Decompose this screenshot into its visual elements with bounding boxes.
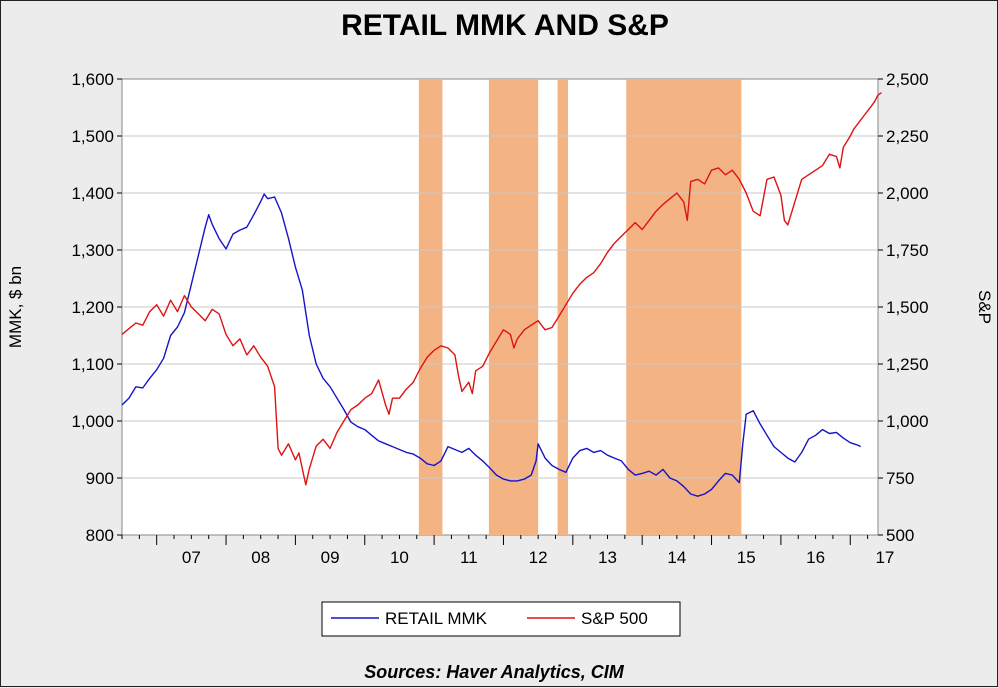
series-lines: [121, 92, 882, 497]
y-right-tick-label-0: 500: [886, 526, 914, 545]
x-tick-label-09: 09: [321, 548, 340, 567]
series-line-sp500: [121, 92, 882, 486]
y-right-tick-label-7: 2,250: [886, 127, 929, 146]
x-tick-label-08: 08: [251, 548, 270, 567]
gridlines: [122, 135, 878, 479]
y-left-tick-label-0: 800: [86, 526, 114, 545]
x-tick-label-07: 07: [182, 548, 201, 567]
y-right-tick-label-2: 1,000: [886, 412, 929, 431]
x-tick-label-17: 17: [875, 548, 894, 567]
x-tick-label-16: 16: [806, 548, 825, 567]
y-left-tick-label-8: 1,600: [71, 70, 114, 89]
y-left-tick-label-6: 1,400: [71, 184, 114, 203]
x-tick-label-15: 15: [737, 548, 756, 567]
legend-label-sp500: S&P 500: [581, 609, 648, 628]
y-left-tick-label-4: 1,200: [71, 298, 114, 317]
y-left-tick-label-5: 1,300: [71, 241, 114, 260]
y-left-tick-label-3: 1,100: [71, 355, 114, 374]
y-axis-right-label: S&P: [975, 290, 994, 324]
y-right-tick-label-4: 1,500: [886, 298, 929, 317]
source-note: Sources: Haver Analytics, CIM: [364, 662, 624, 682]
x-tick-label-12: 12: [529, 548, 548, 567]
x-tick-label-10: 10: [390, 548, 409, 567]
y-left-tick-label-1: 900: [86, 469, 114, 488]
x-tick-label-14: 14: [667, 548, 686, 567]
x-tick-label-13: 13: [598, 548, 617, 567]
y-axis-left-label: MMK, $ bn: [6, 266, 25, 348]
y-left-tick-label-2: 1,000: [71, 412, 114, 431]
chart-title: RETAIL MMK AND S&P: [341, 9, 669, 42]
series-line-retail-mmk: [121, 193, 862, 497]
y-left-tick-label-7: 1,500: [71, 127, 114, 146]
y-right-tick-label-6: 2,000: [886, 184, 929, 203]
y-right-tick-label-5: 1,750: [886, 241, 929, 260]
y-right-tick-label-8: 2,500: [886, 70, 929, 89]
y-right-tick-label-1: 750: [886, 469, 914, 488]
axes: 800 900 1,000 1,100 1,200 1,300 1,400 1,500 1,60…: [71, 70, 928, 567]
x-tick-label-11: 11: [460, 548, 478, 567]
legend-box: [321, 601, 681, 637]
legend: RETAIL MMK S&P 500: [321, 601, 681, 637]
y-right-tick-label-3: 1,250: [886, 355, 929, 374]
legend-label-retail-mmk: RETAIL MMK: [385, 609, 488, 628]
